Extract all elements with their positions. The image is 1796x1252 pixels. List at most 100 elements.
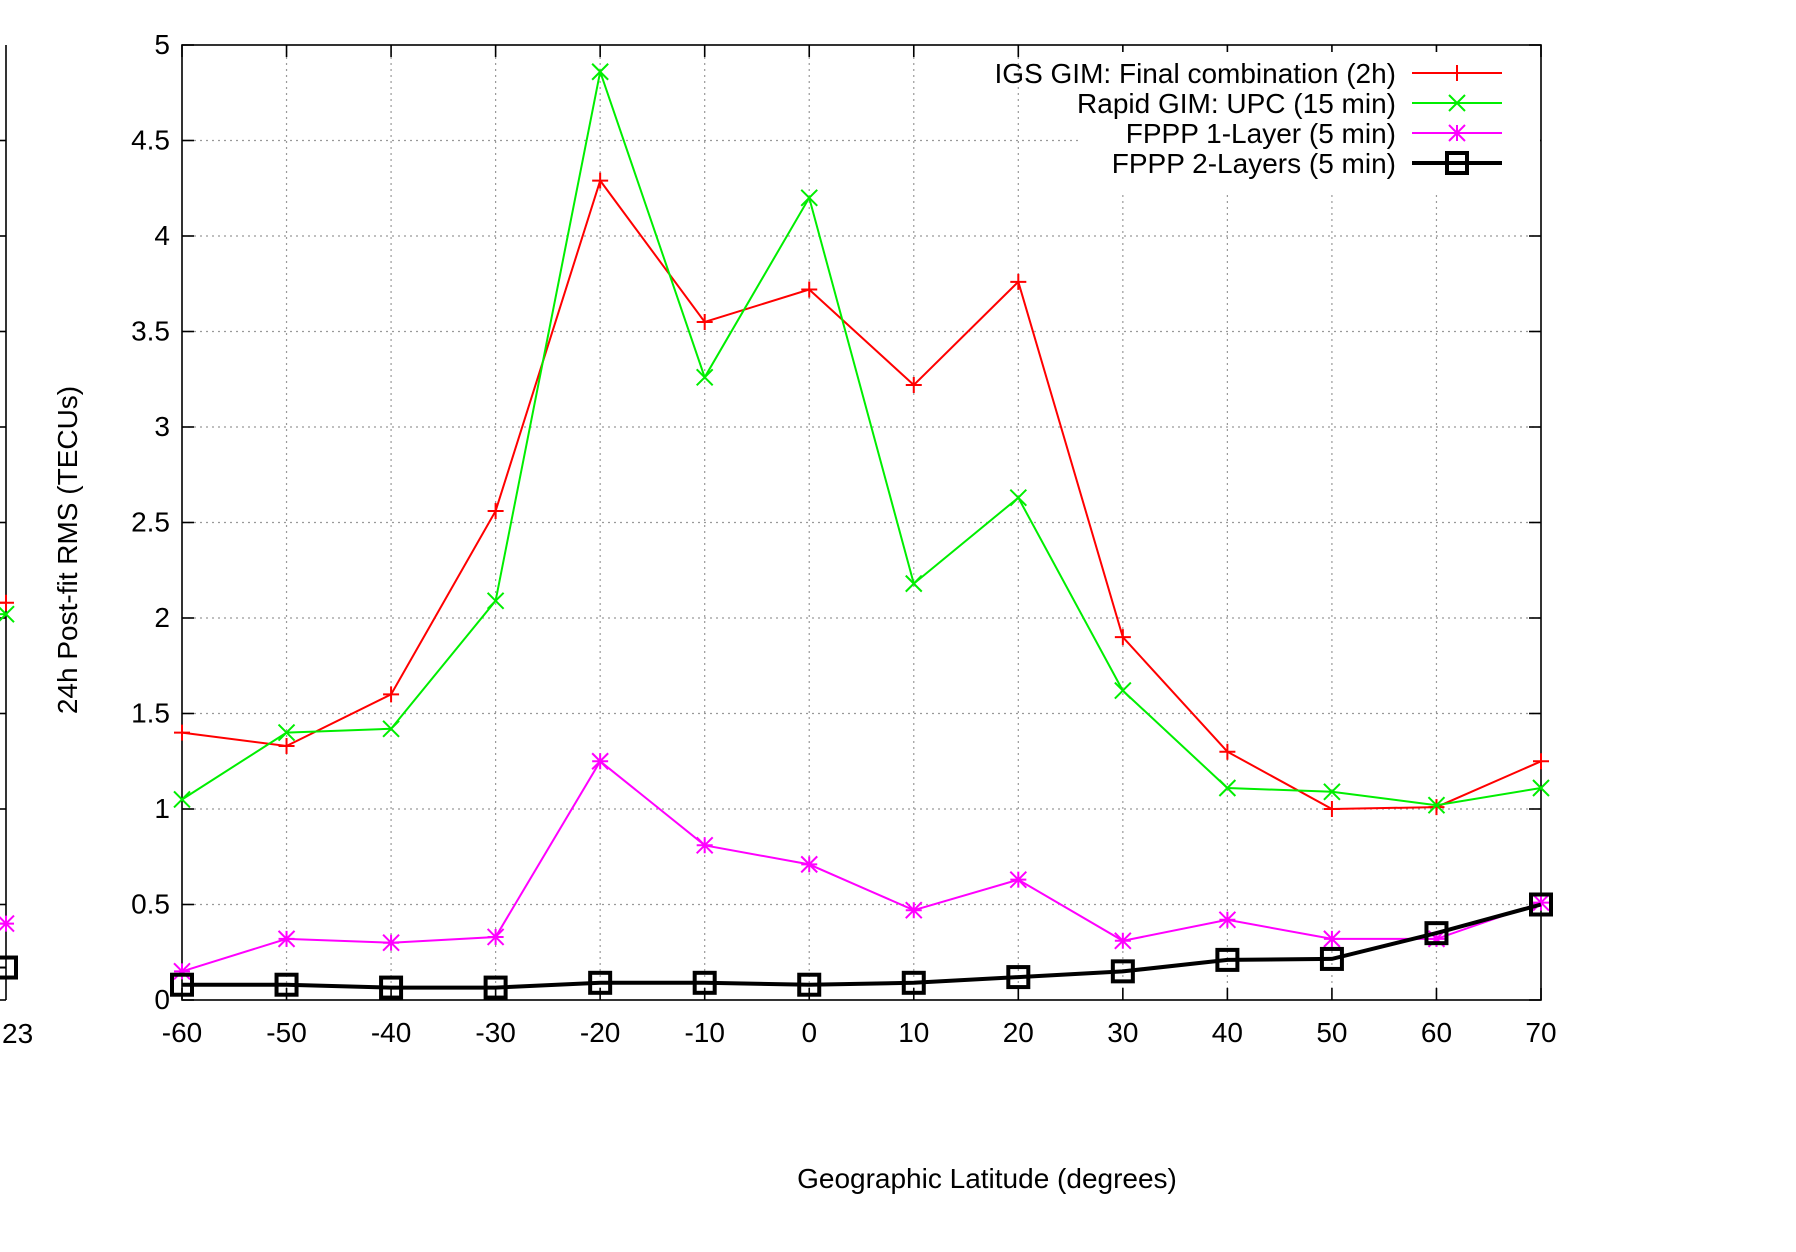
data-point-square [483,975,508,1000]
data-point-star [1448,124,1466,142]
data-point-plus [801,281,818,298]
x-tick-label: 30 [1107,1017,1138,1048]
y-tick-label: 5 [154,29,170,60]
data-point-plus [1219,743,1236,760]
data-point-cross [695,368,714,387]
legend-background [1080,52,1540,192]
x-tick-label: -20 [580,1017,620,1048]
series-layer [170,63,1553,1000]
data-point-plus [696,313,713,330]
series-line [181,759,1542,973]
data-point-plus [174,724,190,741]
x-tick-label: -40 [371,1017,411,1048]
data-point-square [170,972,194,997]
legend-label: IGS GIM: Final combination (2h) [995,58,1396,89]
x-axis-ticks: -60 -50 -40 -30 -20 -10 0 10 20 30 40 50 60 70 [162,45,1557,1048]
data-point-plus [1533,753,1549,770]
y-tick-label: 0 [154,984,170,1015]
x-tick-label: -10 [684,1017,724,1048]
series-square [170,892,1553,1000]
data-point-plus [1323,801,1340,817]
y-tick-label: 3 [154,411,170,442]
data-point-plus [1010,273,1027,290]
data-point-cross [1532,779,1550,797]
data-point-cross [1114,681,1132,700]
legend: IGS GIM: Final combination (2h)Rapid GIM… [995,52,1540,192]
series-line [181,178,1542,811]
y-axis-ticks: 0 0.5 1 1.5 2 2.5 3 3.5 4 4.5 5 [131,29,1541,1015]
data-point-star [1532,893,1550,912]
x-tick-label: -30 [475,1017,515,1048]
data-point-star [0,914,15,933]
data-point-cross [0,605,15,623]
x-tick-label: 10 [898,1017,929,1048]
data-point-star [1009,870,1028,889]
data-point-cross [800,189,818,207]
x-tick-label: -50 [266,1017,306,1048]
data-point-square [901,970,926,995]
data-point-plus [905,376,922,393]
data-point-plus [592,172,609,189]
series-plus [174,172,1549,817]
data-point-square [588,970,613,995]
data-point-square [1006,965,1031,990]
data-point-cross [1323,783,1341,801]
data-point-cross [277,723,296,742]
data-point-cross [486,592,505,610]
data-point-square [692,970,717,995]
series-cross [173,63,1550,814]
data-point-plus [1428,799,1445,816]
y-tick-label: 2 [154,602,170,633]
data-point-cross [1009,488,1028,507]
y-tick-label: 2.5 [131,507,170,538]
data-point-cross [905,574,923,593]
data-point-square [1110,959,1135,984]
data-point-star [1114,932,1132,950]
y-tick-label: 1 [154,793,170,824]
data-point-square [379,975,404,1000]
data-point-cross [1448,94,1466,112]
data-point-square [1529,892,1553,917]
data-point-plus [1449,65,1465,81]
data-point-star [695,836,714,854]
y-tick-label: 4.5 [131,125,170,156]
x-tick-label: 50 [1316,1017,1347,1048]
data-point-star [1218,911,1237,929]
data-point-cross [1218,779,1237,797]
y-tick-label: 0.5 [131,889,170,920]
x-tick-label: 40 [1212,1017,1243,1048]
data-point-star [382,933,400,952]
data-point-cross [591,63,609,81]
data-point-star [800,855,818,874]
series-line [182,902,1542,990]
data-point-square [0,955,18,980]
data-point-square [1319,946,1344,971]
y-tick-label: 4 [154,220,170,251]
data-point-square [797,972,822,997]
y-axis-label: 24h Post-fit RMS (TECUs) [52,386,83,714]
data-point-star [277,930,296,948]
data-point-plus [383,686,400,703]
data-point-plus [487,503,504,520]
y-tick-label: 1.5 [131,698,170,729]
partial-left-chart: 23 [0,45,33,1049]
data-point-star [173,962,191,981]
legend-label: FPPP 2-Layers (5 min) [1112,148,1396,179]
legend-label: FPPP 1-Layer (5 min) [1126,118,1396,149]
data-point-cross [382,720,400,738]
data-point-square [1445,151,1469,175]
data-point-cross [1427,796,1446,814]
left-x-tick-label: 23 [2,1018,33,1049]
x-tick-label: 20 [1003,1017,1034,1048]
data-point-square [1215,947,1240,972]
data-point-star [1323,930,1341,948]
series-line [181,67,1542,807]
data-point-cross [173,790,191,809]
x-tick-label: 60 [1421,1017,1452,1048]
data-point-plus [278,737,295,754]
data-point-star [486,928,505,946]
data-point-square [1424,921,1449,946]
series-star [173,752,1550,981]
x-tick-label: 70 [1525,1017,1556,1048]
